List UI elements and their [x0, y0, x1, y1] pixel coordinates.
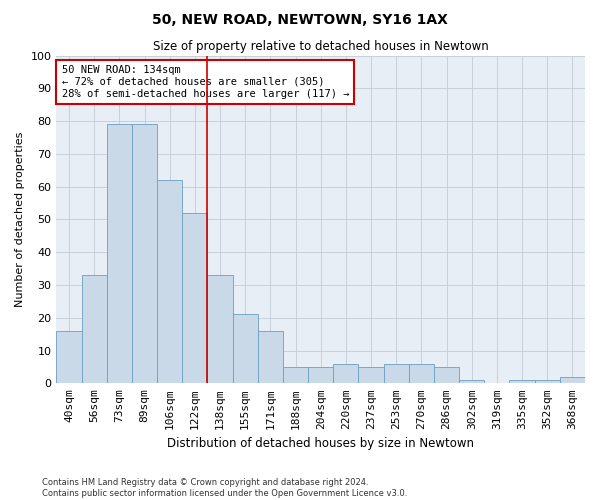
Bar	[333, 364, 358, 384]
Bar	[132, 124, 157, 384]
Bar	[560, 377, 585, 384]
Bar	[258, 331, 283, 384]
Bar	[434, 367, 459, 384]
Bar	[233, 314, 258, 384]
Title: Size of property relative to detached houses in Newtown: Size of property relative to detached ho…	[153, 40, 488, 53]
X-axis label: Distribution of detached houses by size in Newtown: Distribution of detached houses by size …	[167, 437, 474, 450]
Bar	[82, 275, 107, 384]
Bar	[182, 213, 208, 384]
Text: Contains HM Land Registry data © Crown copyright and database right 2024.
Contai: Contains HM Land Registry data © Crown c…	[42, 478, 407, 498]
Bar	[383, 364, 409, 384]
Bar	[208, 275, 233, 384]
Bar	[107, 124, 132, 384]
Bar	[308, 367, 333, 384]
Bar	[535, 380, 560, 384]
Bar	[157, 180, 182, 384]
Bar	[358, 367, 383, 384]
Y-axis label: Number of detached properties: Number of detached properties	[15, 132, 25, 307]
Bar	[459, 380, 484, 384]
Bar	[56, 331, 82, 384]
Bar	[409, 364, 434, 384]
Text: 50 NEW ROAD: 134sqm
← 72% of detached houses are smaller (305)
28% of semi-detac: 50 NEW ROAD: 134sqm ← 72% of detached ho…	[62, 66, 349, 98]
Bar	[283, 367, 308, 384]
Text: 50, NEW ROAD, NEWTOWN, SY16 1AX: 50, NEW ROAD, NEWTOWN, SY16 1AX	[152, 12, 448, 26]
Bar	[509, 380, 535, 384]
